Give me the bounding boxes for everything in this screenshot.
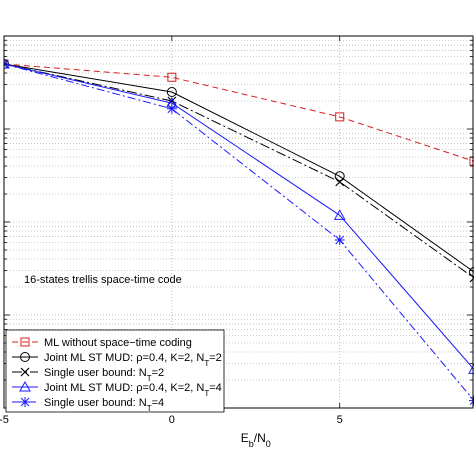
annotation-text: 16-states trellis space-time code [24, 274, 182, 286]
series-line [4, 63, 474, 279]
x-tick-label: 5 [337, 414, 343, 426]
legend-items: ML without space−time coding Joint ML ST … [12, 337, 222, 413]
marker-x [335, 177, 345, 187]
legend-item: Joint ML ST MUD: ρ=0.4, K=2, NT=4 [12, 380, 222, 398]
series-layer [4, 57, 474, 406]
series-line [4, 63, 474, 273]
series-1 [4, 59, 474, 166]
marker-star [166, 103, 177, 114]
marker-x [469, 273, 474, 283]
marker-square [469, 156, 474, 166]
marker-square [167, 72, 177, 82]
series-line [4, 63, 474, 370]
marker-square [335, 112, 345, 122]
series-4 [4, 57, 474, 374]
marker-circle [469, 266, 474, 277]
legend-label: Single user bound: NT=4 [44, 397, 164, 413]
series-3 [4, 59, 474, 283]
series-line [4, 63, 474, 401]
x-tick-label: 0 [169, 414, 175, 426]
legend-box [5, 329, 225, 413]
legend-item: Single user bound: NT=2 [12, 367, 164, 383]
marker-circle [20, 352, 30, 362]
marker-star [20, 397, 30, 407]
series-5 [4, 58, 474, 406]
ticks: -5 0 5 [0, 35, 473, 426]
x-tick-label: -5 [0, 414, 9, 426]
legend-label: Joint ML ST MUD: ρ=0.4, K=2, NT=4 [44, 382, 222, 398]
legend: ML without space−time coding Joint ML ST … [5, 329, 225, 413]
legend-item: ML without space−time coding [12, 337, 192, 349]
legend-item: Single user bound: NT=4 [12, 397, 164, 413]
legend-label: Joint ML ST MUD: ρ=0.4, K=2, NT=2 [44, 352, 222, 368]
marker-triangle [468, 363, 474, 374]
marker-triangle [19, 380, 31, 392]
marker-square [20, 337, 30, 347]
legend-item: Joint ML ST MUD: ρ=0.4, K=2, NT=2 [12, 352, 222, 368]
series-line [4, 63, 474, 162]
legend-label: ML without space−time coding [44, 337, 192, 349]
marker-star [334, 235, 345, 246]
marker-circle [166, 86, 177, 97]
legend-label: Single user bound: NT=2 [44, 367, 164, 383]
series-2 [4, 58, 474, 277]
marker-circle [334, 171, 345, 182]
x-axis-label: Eb/N0 [241, 431, 271, 449]
marker-x [20, 367, 30, 377]
marker-triangle [333, 209, 346, 220]
